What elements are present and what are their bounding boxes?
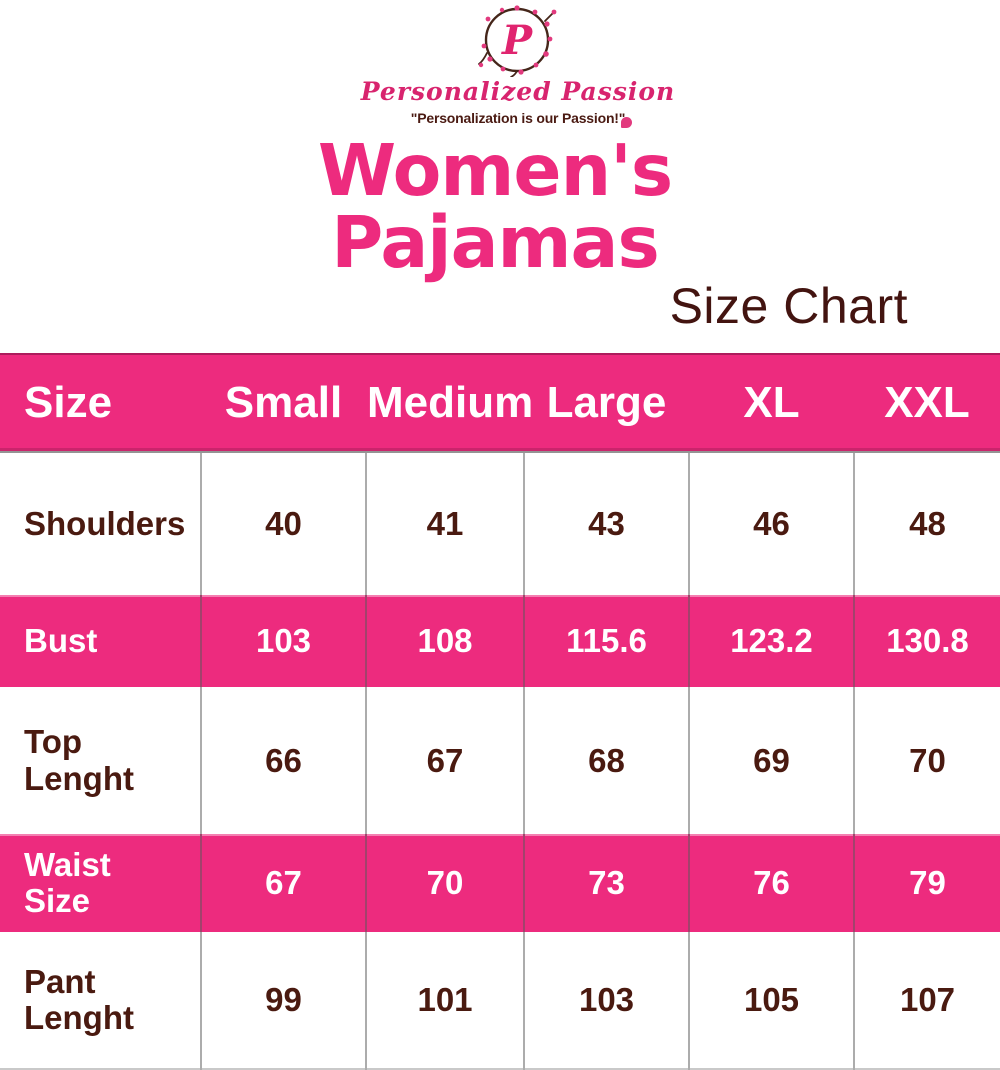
brand-header: P Personalized Passion "Personalization …: [0, 0, 1000, 129]
row-label: Shoulders: [24, 504, 186, 542]
cell-value: 130.8: [853, 595, 1000, 687]
column-header-large: Large: [524, 353, 689, 453]
brand-name: Personalized Passion: [360, 77, 676, 106]
size-chart-table: Size Small Medium Large XL XXL Shoulders…: [0, 353, 1000, 1070]
cell-value: 67: [200, 834, 366, 932]
cell-value: 46: [688, 452, 854, 595]
cell-value: 73: [523, 834, 689, 932]
row-label: Bust: [0, 595, 201, 687]
page-subtitle: Size Chart: [669, 278, 908, 334]
cell-value: 67: [365, 687, 524, 834]
cell-value: 103: [200, 595, 366, 687]
cell-value: 41: [365, 452, 524, 595]
cell-value: 79: [853, 834, 1000, 932]
table-row-shoulders: Shoulders 40 41 43 46 48: [0, 452, 1000, 595]
table-row-waist-size: Waist Size 67 70 73 76 79: [0, 834, 1000, 932]
column-header-xl: XL: [689, 353, 854, 453]
cell-value: 70: [853, 687, 1000, 834]
cell-value: 68: [523, 687, 689, 834]
cell-value: 76: [688, 834, 854, 932]
cell-value: 99: [200, 932, 366, 1069]
cell-value: 66: [200, 687, 366, 834]
title-block: Women's Pajamas Size Chart: [0, 129, 1000, 334]
cell-value: 70: [365, 834, 524, 932]
brand-logo-wreath-icon: P: [478, 5, 557, 77]
brand-monogram: P: [501, 17, 534, 64]
cell-value: 123.2: [688, 595, 854, 687]
table-row-pant-lenght: Pant Lenght 99 101 103 105 107: [0, 932, 1000, 1069]
cell-value: 108: [365, 595, 524, 687]
table-row-top-lenght: Top Lenght 66 67 68 69 70: [0, 687, 1000, 834]
wreath-buds-icon: [478, 5, 557, 75]
row-label: Top Lenght: [24, 723, 134, 797]
page-title: Women's Pajamas: [317, 129, 673, 284]
header-row: Size Small Medium Large XL XXL: [0, 353, 1000, 453]
cell-value: 101: [365, 932, 524, 1069]
cell-value: 43: [523, 452, 689, 595]
cell-value: 105: [688, 932, 854, 1069]
cell-value: 48: [853, 452, 1000, 595]
cell-value: 107: [853, 932, 1000, 1069]
column-header-xxl: XXL: [854, 353, 1000, 453]
column-header-size: Size: [0, 353, 201, 453]
cell-value: 40: [200, 452, 366, 595]
decor-bud-icon: [621, 117, 632, 128]
cell-value: 103: [523, 932, 689, 1069]
row-label: Pant Lenght: [24, 962, 134, 1036]
column-header-medium: Medium: [366, 353, 533, 453]
row-label: Waist Size: [0, 834, 201, 932]
cell-value: 69: [688, 687, 854, 834]
table-row-bust: Bust 103 108 115.6 123.2 130.8: [0, 595, 1000, 687]
cell-value: 115.6: [523, 595, 689, 687]
column-header-small: Small: [201, 353, 366, 453]
brand-tagline: "Personalization is our Passion!": [410, 110, 626, 126]
